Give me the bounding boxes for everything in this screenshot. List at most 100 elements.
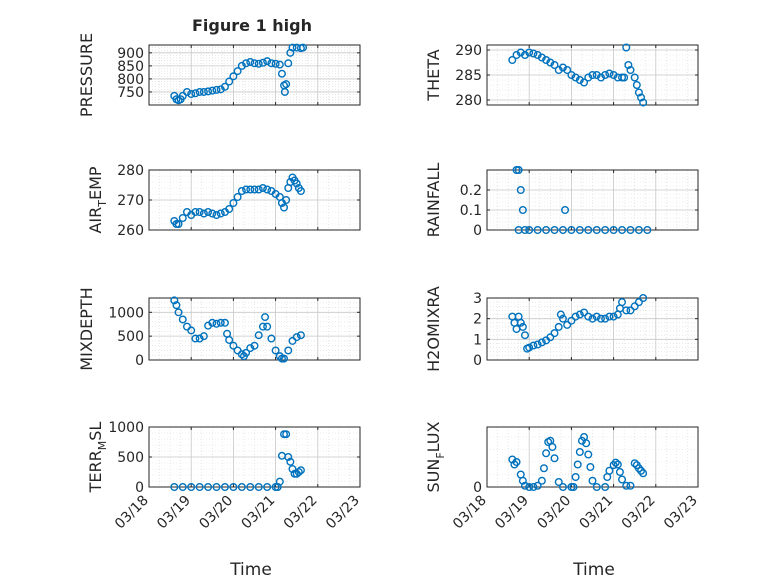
data-point [529,49,538,58]
data-point [520,481,529,490]
y-tick-label: 1000 [108,420,144,436]
y-axis-label: TERRMSL [86,422,109,494]
data-point [267,59,276,68]
data-point [520,331,529,340]
data-point [613,460,622,469]
data-point [237,483,246,492]
data-point [250,185,259,194]
data-point [220,318,229,327]
y-tick-label: 750 [117,85,144,101]
data-point [174,308,183,317]
data-point [569,483,578,492]
x-tick-label: 03/22 [281,493,321,533]
data-point [580,78,589,87]
data-point [195,87,204,96]
data-point [271,59,280,68]
axes-box [148,44,361,106]
data-point [178,483,187,492]
data-point [611,458,620,467]
data-point [592,225,601,234]
data-point [525,48,534,57]
data-point [601,314,610,323]
data-point [518,322,527,331]
subplot-h2omixra: 0 1 2 3 H2OMIXRA [424,286,699,372]
data-point [520,225,529,234]
data-point [242,185,251,194]
data-point [229,72,238,81]
data-point [199,87,208,96]
data-point [208,86,217,95]
data-point [220,483,229,492]
data-point [582,439,591,448]
data-point [592,312,601,321]
data-point [622,481,631,490]
data-point [195,207,204,216]
x-tick-label: 03/19 [492,493,532,533]
y-tick-label: 900 [117,46,144,62]
data-point [212,483,221,492]
data-point [263,57,272,66]
y-tick-label: 2 [473,312,482,328]
data-point [618,475,627,484]
data-point [237,350,246,359]
data-point [258,183,267,192]
data-point [630,459,639,468]
x-tick-label: 03/20 [534,493,574,533]
data-point [514,165,523,174]
data-point [246,185,255,194]
data-point [575,310,584,319]
data-point [622,306,631,315]
data-point [199,332,208,341]
data-point [618,298,627,307]
subplot-mixdepth: 0 500 1000 MIXDEPTH [77,287,361,371]
y-tick-label: 0 [473,353,482,369]
data-point [609,225,618,234]
data-point [563,65,572,74]
data-point [174,219,183,228]
data-point [525,225,534,234]
data-point [639,294,648,303]
data-point [216,318,225,327]
data-point [525,483,534,492]
data-point [550,454,559,463]
data-point [284,453,293,462]
y-tick-label: 0 [473,480,482,496]
data-point [296,186,305,195]
data-point [233,67,242,76]
data-point [212,210,221,219]
data-point [605,69,614,78]
data-point [542,225,551,234]
data-point [571,473,580,482]
data-point [250,341,259,350]
y-tick-label: 500 [117,329,144,345]
data-point [246,483,255,492]
data-point [634,88,643,97]
data-point [204,207,213,216]
data-point [170,296,179,305]
data-point [187,483,196,492]
y-axis-label: MIXDEPTH [77,287,96,370]
data-point [626,481,635,490]
data-point [284,346,293,355]
data-point [282,430,291,439]
data-point [533,225,542,234]
data-point [588,70,597,79]
subplot-rainfall: 0 0.1 0.2 RAINFALL [424,163,699,239]
data-point [212,85,221,94]
y-tick-label: 0 [135,353,144,369]
data-point [199,209,208,218]
data-point [237,186,246,195]
x-tick-label: 03/18 [112,493,152,533]
data-point [187,326,196,335]
y-tick-label: 1 [473,332,482,348]
data-point [208,318,217,327]
subplot-terr-msl: 0 500 1000 03/18 03/19 03/20 03/21 03/22 03/23 TE… [86,420,363,532]
data-point [263,322,272,331]
subplot-sun-flux: 003/18 03/19 03/20 03/21 03/22 03/23 SUNFLUX [424,421,701,532]
data-point [529,483,538,492]
data-point [561,205,570,214]
data-point [286,457,295,466]
data-point [618,225,627,234]
data-point [254,331,263,340]
data-point [634,298,643,307]
